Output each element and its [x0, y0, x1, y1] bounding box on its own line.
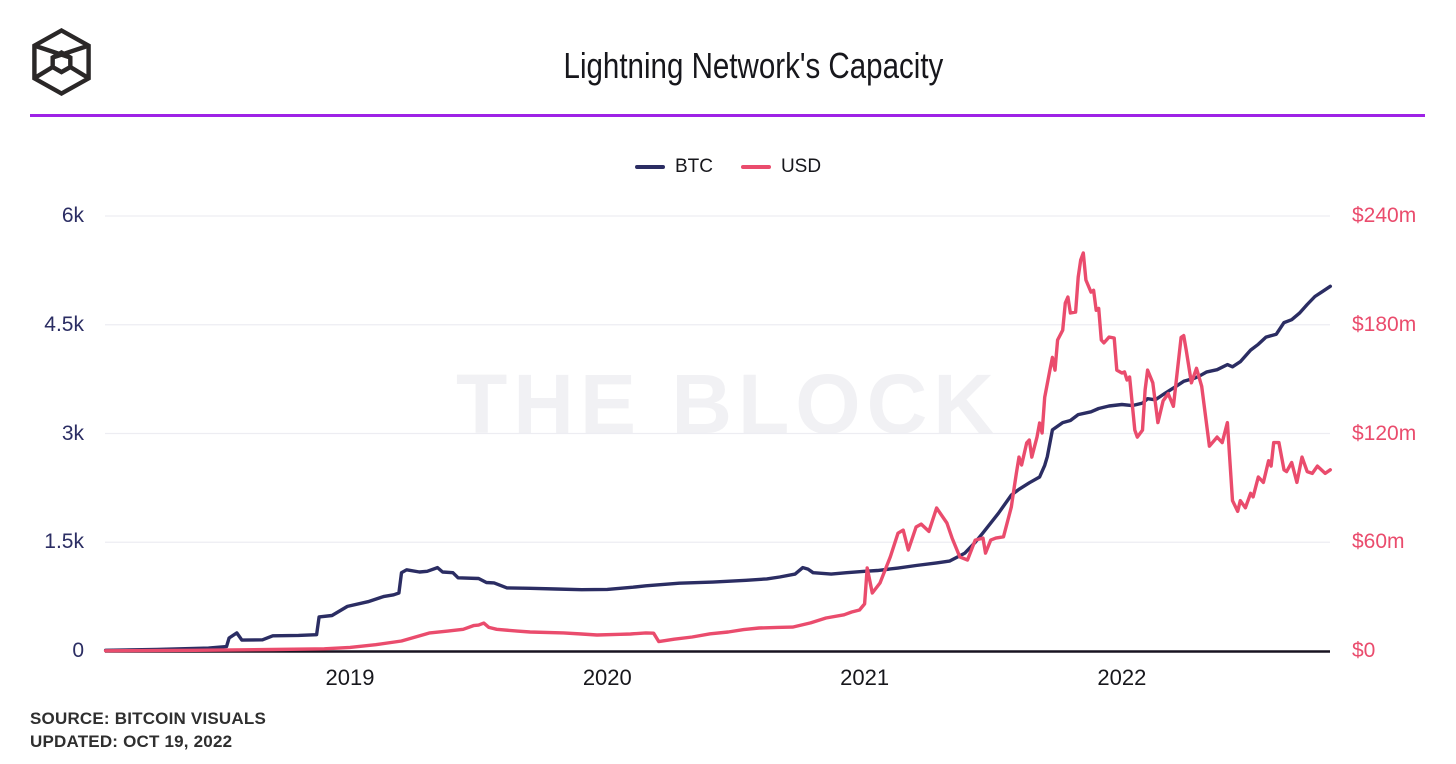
header-divider: [30, 114, 1425, 117]
chart-legend: BTC USD: [0, 156, 1456, 178]
logo-edge: [33, 65, 54, 80]
legend-label-btc: BTC: [674, 156, 713, 177]
source-text: SOURCE: BITCOIN VISUALS: [30, 709, 267, 728]
chart-title: Lightning Network's Capacity: [563, 45, 944, 86]
the-block-watermark: THE BLOCK: [456, 357, 1000, 451]
logo-edge: [69, 65, 90, 80]
chart-footer: SOURCE: BITCOIN VISUALS UPDATED: OCT 19,…: [30, 707, 266, 753]
btc-line: [103, 284, 1333, 652]
legend-item-btc[interactable]: BTC: [634, 156, 713, 178]
legend-label-usd: USD: [780, 156, 822, 177]
usd-line: [103, 251, 1333, 653]
logo-edge: [51, 43, 90, 60]
updated-text: UPDATED: OCT 19, 2022: [30, 732, 233, 751]
legend-item-usd[interactable]: USD: [740, 156, 822, 178]
the-block-logo: [32, 27, 91, 97]
gridlines: [105, 215, 1330, 543]
btc-line-swatch: [634, 165, 665, 169]
usd-line-swatch: [740, 165, 771, 169]
